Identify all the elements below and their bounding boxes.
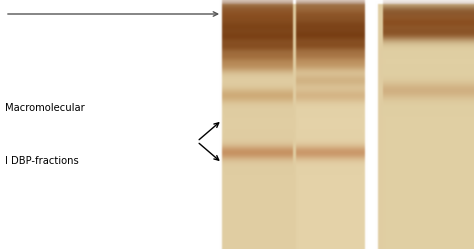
Text: Macromolecular: Macromolecular <box>5 103 85 113</box>
Text: l DBP-fractions: l DBP-fractions <box>5 156 79 166</box>
